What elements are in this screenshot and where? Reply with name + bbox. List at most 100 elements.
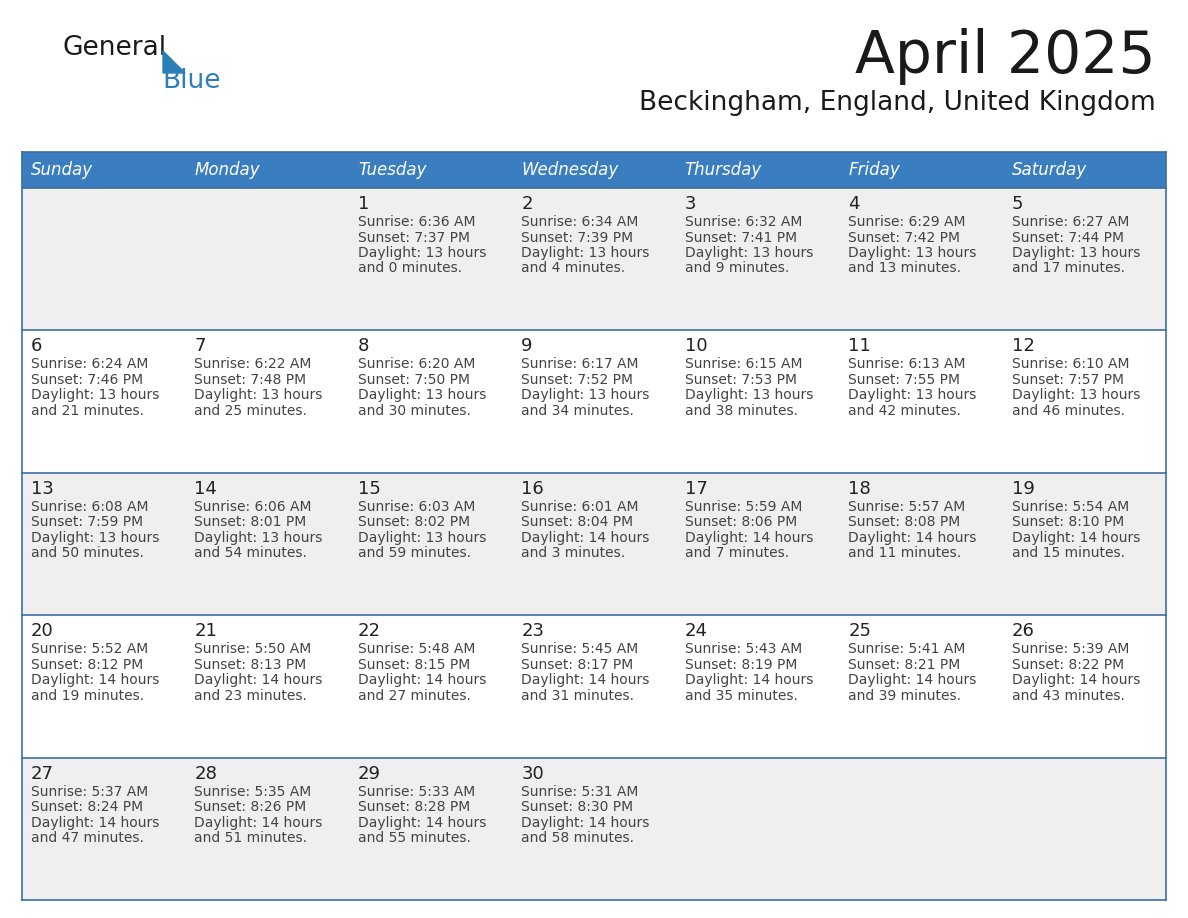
Bar	[23, 330, 1165, 473]
Text: Daylight: 13 hours: Daylight: 13 hours	[522, 246, 650, 260]
Text: and 55 minutes.: and 55 minutes.	[358, 831, 470, 845]
Text: 6: 6	[31, 338, 43, 355]
Text: 23: 23	[522, 622, 544, 640]
Text: Sunset: 8:21 PM: Sunset: 8:21 PM	[848, 657, 960, 672]
Text: Daylight: 13 hours: Daylight: 13 hours	[1011, 388, 1140, 402]
Text: and 43 minutes.: and 43 minutes.	[1011, 688, 1125, 702]
Text: Daylight: 14 hours: Daylight: 14 hours	[522, 815, 650, 830]
Text: Sunrise: 5:57 AM: Sunrise: 5:57 AM	[848, 499, 966, 514]
Text: Sunrise: 5:45 AM: Sunrise: 5:45 AM	[522, 643, 638, 656]
Bar	[349, 152, 512, 188]
Text: 10: 10	[684, 338, 707, 355]
Text: and 31 minutes.: and 31 minutes.	[522, 688, 634, 702]
Text: 8: 8	[358, 338, 369, 355]
Text: and 47 minutes.: and 47 minutes.	[31, 831, 144, 845]
Text: Sunrise: 6:03 AM: Sunrise: 6:03 AM	[358, 499, 475, 514]
Text: Sunrise: 6:32 AM: Sunrise: 6:32 AM	[684, 215, 802, 229]
Text: Sunrise: 6:22 AM: Sunrise: 6:22 AM	[195, 357, 311, 372]
Text: 14: 14	[195, 480, 217, 498]
Text: and 38 minutes.: and 38 minutes.	[684, 404, 797, 418]
Text: Sunrise: 6:08 AM: Sunrise: 6:08 AM	[31, 499, 148, 514]
Text: Daylight: 14 hours: Daylight: 14 hours	[848, 673, 977, 688]
Text: and 23 minutes.: and 23 minutes.	[195, 688, 308, 702]
Text: Sunrise: 5:35 AM: Sunrise: 5:35 AM	[195, 785, 311, 799]
Text: 12: 12	[1011, 338, 1035, 355]
Text: Daylight: 13 hours: Daylight: 13 hours	[684, 246, 813, 260]
Text: and 51 minutes.: and 51 minutes.	[195, 831, 308, 845]
Text: and 50 minutes.: and 50 minutes.	[31, 546, 144, 560]
Text: Daylight: 14 hours: Daylight: 14 hours	[684, 531, 813, 544]
Text: Daylight: 14 hours: Daylight: 14 hours	[522, 673, 650, 688]
Text: Sunset: 7:41 PM: Sunset: 7:41 PM	[684, 230, 797, 244]
Text: and 39 minutes.: and 39 minutes.	[848, 688, 961, 702]
Text: Daylight: 13 hours: Daylight: 13 hours	[848, 246, 977, 260]
Text: Sunrise: 6:24 AM: Sunrise: 6:24 AM	[31, 357, 148, 372]
Text: and 27 minutes.: and 27 minutes.	[358, 688, 470, 702]
Text: 21: 21	[195, 622, 217, 640]
Text: and 19 minutes.: and 19 minutes.	[31, 688, 144, 702]
Text: 30: 30	[522, 765, 544, 783]
Bar	[23, 615, 1165, 757]
Text: Sunset: 7:39 PM: Sunset: 7:39 PM	[522, 230, 633, 244]
Text: and 54 minutes.: and 54 minutes.	[195, 546, 308, 560]
Text: Daylight: 14 hours: Daylight: 14 hours	[195, 815, 323, 830]
Text: and 15 minutes.: and 15 minutes.	[1011, 546, 1125, 560]
Text: Sunrise: 6:36 AM: Sunrise: 6:36 AM	[358, 215, 475, 229]
Text: Sunset: 7:44 PM: Sunset: 7:44 PM	[1011, 230, 1124, 244]
Text: and 34 minutes.: and 34 minutes.	[522, 404, 634, 418]
Text: 13: 13	[31, 480, 53, 498]
Text: Sunset: 7:59 PM: Sunset: 7:59 PM	[31, 515, 143, 530]
Text: Sunset: 8:01 PM: Sunset: 8:01 PM	[195, 515, 307, 530]
Text: April 2025: April 2025	[855, 28, 1156, 85]
Text: Sunrise: 6:01 AM: Sunrise: 6:01 AM	[522, 499, 639, 514]
Text: Daylight: 13 hours: Daylight: 13 hours	[522, 388, 650, 402]
Text: and 9 minutes.: and 9 minutes.	[684, 262, 789, 275]
Text: Beckingham, England, United Kingdom: Beckingham, England, United Kingdom	[639, 90, 1156, 116]
Text: 26: 26	[1011, 622, 1035, 640]
Text: Sunrise: 5:54 AM: Sunrise: 5:54 AM	[1011, 499, 1129, 514]
Text: and 4 minutes.: and 4 minutes.	[522, 262, 625, 275]
Text: Sunrise: 6:13 AM: Sunrise: 6:13 AM	[848, 357, 966, 372]
Text: Daylight: 14 hours: Daylight: 14 hours	[358, 673, 486, 688]
Text: 5: 5	[1011, 195, 1023, 213]
Text: Sunset: 8:10 PM: Sunset: 8:10 PM	[1011, 515, 1124, 530]
Text: Saturday: Saturday	[1011, 161, 1087, 179]
Text: Sunrise: 6:20 AM: Sunrise: 6:20 AM	[358, 357, 475, 372]
Text: Sunset: 8:13 PM: Sunset: 8:13 PM	[195, 657, 307, 672]
Text: Daylight: 14 hours: Daylight: 14 hours	[358, 815, 486, 830]
Text: Sunset: 7:50 PM: Sunset: 7:50 PM	[358, 373, 470, 386]
Text: Sunset: 8:26 PM: Sunset: 8:26 PM	[195, 800, 307, 814]
Text: Sunset: 7:53 PM: Sunset: 7:53 PM	[684, 373, 797, 386]
Text: Sunset: 7:52 PM: Sunset: 7:52 PM	[522, 373, 633, 386]
Text: Wednesday: Wednesday	[522, 161, 619, 179]
Text: Daylight: 13 hours: Daylight: 13 hours	[684, 388, 813, 402]
Text: Sunset: 7:46 PM: Sunset: 7:46 PM	[31, 373, 143, 386]
Text: Daylight: 13 hours: Daylight: 13 hours	[1011, 246, 1140, 260]
Text: Daylight: 13 hours: Daylight: 13 hours	[195, 388, 323, 402]
Text: and 17 minutes.: and 17 minutes.	[1011, 262, 1125, 275]
Text: Sunrise: 6:10 AM: Sunrise: 6:10 AM	[1011, 357, 1129, 372]
Text: 25: 25	[848, 622, 871, 640]
Text: 3: 3	[684, 195, 696, 213]
Text: 4: 4	[848, 195, 860, 213]
Text: and 35 minutes.: and 35 minutes.	[684, 688, 797, 702]
Text: Thursday: Thursday	[684, 161, 762, 179]
Text: Sunset: 8:08 PM: Sunset: 8:08 PM	[848, 515, 960, 530]
Text: Daylight: 13 hours: Daylight: 13 hours	[31, 531, 159, 544]
Text: 15: 15	[358, 480, 380, 498]
Text: 16: 16	[522, 480, 544, 498]
Text: Sunset: 8:30 PM: Sunset: 8:30 PM	[522, 800, 633, 814]
Text: Sunset: 7:42 PM: Sunset: 7:42 PM	[848, 230, 960, 244]
Text: and 11 minutes.: and 11 minutes.	[848, 546, 961, 560]
Text: Sunrise: 5:59 AM: Sunrise: 5:59 AM	[684, 499, 802, 514]
Bar	[1003, 152, 1165, 188]
Text: 9: 9	[522, 338, 532, 355]
Text: Daylight: 13 hours: Daylight: 13 hours	[195, 531, 323, 544]
Text: Sunrise: 5:52 AM: Sunrise: 5:52 AM	[31, 643, 148, 656]
Bar	[676, 152, 839, 188]
Text: 7: 7	[195, 338, 206, 355]
Text: and 30 minutes.: and 30 minutes.	[358, 404, 470, 418]
Text: Sunrise: 6:27 AM: Sunrise: 6:27 AM	[1011, 215, 1129, 229]
Text: Sunset: 8:17 PM: Sunset: 8:17 PM	[522, 657, 633, 672]
Text: Sunset: 8:15 PM: Sunset: 8:15 PM	[358, 657, 470, 672]
